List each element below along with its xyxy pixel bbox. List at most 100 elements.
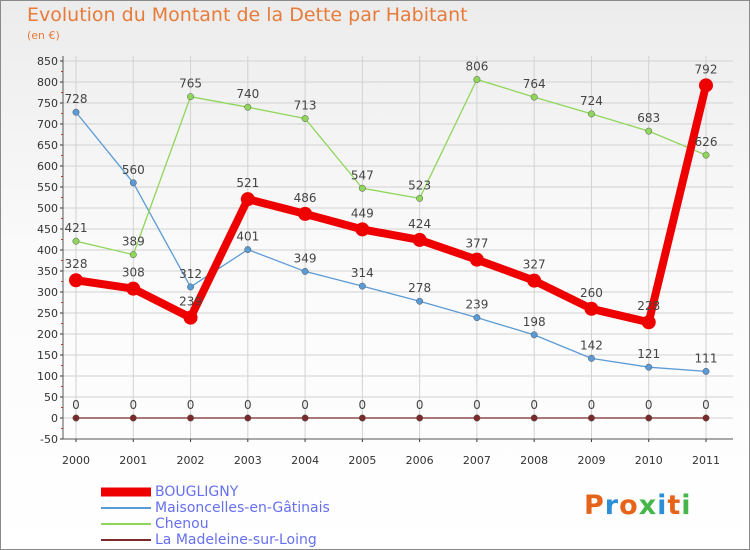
- series-line-maisoncelles-en-gatinais: [75, 111, 707, 373]
- y-tick-label: 300: [37, 286, 58, 299]
- y-tick-label: 550: [37, 181, 58, 194]
- data-label-la-madeleine-sur-loing: 0: [129, 398, 137, 412]
- data-point-la-madeleine-sur-loing: [416, 414, 424, 422]
- data-label-bougligny: 449: [351, 206, 374, 220]
- data-point-chenou: [702, 151, 710, 159]
- x-tick-label: 2005: [348, 454, 376, 467]
- x-tick-label: 2007: [463, 454, 491, 467]
- data-label-maisoncelles-en-gatinais: 401: [236, 230, 259, 244]
- logo-letter: r: [604, 490, 620, 521]
- data-label-la-madeleine-sur-loing: 0: [359, 398, 367, 412]
- series-line-chenou: [75, 78, 707, 256]
- data-point-maisoncelles-en-gatinais: [416, 297, 424, 305]
- data-label-la-madeleine-sur-loing: 0: [473, 398, 481, 412]
- data-point-chenou: [244, 103, 252, 111]
- data-label-bougligny: 521: [236, 176, 259, 190]
- data-label-chenou: 764: [523, 77, 546, 91]
- data-point-bougligny: [240, 192, 255, 207]
- data-point-chenou: [416, 194, 424, 202]
- x-tick-label: 2009: [577, 454, 605, 467]
- x-tick-label: 2011: [692, 454, 720, 467]
- data-label-la-madeleine-sur-loing: 0: [416, 398, 424, 412]
- y-tick-label: 800: [37, 76, 58, 89]
- data-point-chenou: [530, 93, 538, 101]
- legend-swatch: [101, 507, 151, 509]
- y-tick-label: 100: [37, 370, 58, 383]
- data-label-la-madeleine-sur-loing: 0: [530, 398, 538, 412]
- data-label-la-madeleine-sur-loing: 0: [702, 398, 710, 412]
- data-point-la-madeleine-sur-loing: [358, 414, 366, 422]
- data-label-maisoncelles-en-gatinais: 312: [179, 267, 202, 281]
- proxiti-logo: Proxiti: [584, 490, 692, 521]
- data-point-maisoncelles-en-gatinais: [301, 267, 309, 275]
- data-point-maisoncelles-en-gatinais: [244, 246, 252, 254]
- data-point-chenou: [358, 184, 366, 192]
- data-label-maisoncelles-en-gatinais: 278: [408, 281, 431, 295]
- data-point-bougligny: [126, 281, 141, 296]
- data-label-maisoncelles-en-gatinais: 314: [351, 266, 374, 280]
- data-label-chenou: 547: [351, 168, 374, 182]
- x-tick-label: 2002: [177, 454, 205, 467]
- y-tick-label: 200: [37, 328, 58, 341]
- data-label-bougligny: 328: [65, 257, 88, 271]
- y-tick-label: 50: [44, 391, 58, 404]
- legend-label: Chenou: [155, 516, 209, 532]
- data-label-chenou: 523: [408, 178, 431, 192]
- data-point-maisoncelles-en-gatinais: [473, 314, 481, 322]
- data-label-chenou: 713: [294, 99, 317, 113]
- data-label-la-madeleine-sur-loing: 0: [645, 398, 653, 412]
- legend-swatch: [101, 523, 151, 525]
- data-point-bougligny: [69, 273, 83, 288]
- data-point-la-madeleine-sur-loing: [588, 414, 595, 422]
- y-tick-label: 350: [37, 265, 58, 278]
- data-point-maisoncelles-en-gatinais: [702, 367, 710, 375]
- data-point-maisoncelles-en-gatinais: [588, 354, 595, 362]
- x-tick-label: 2006: [406, 454, 434, 467]
- data-point-maisoncelles-en-gatinais: [72, 108, 80, 116]
- series-line-bougligny: [75, 84, 710, 327]
- data-label-chenou: 765: [179, 77, 202, 91]
- data-label-la-madeleine-sur-loing: 0: [187, 398, 195, 412]
- data-point-maisoncelles-en-gatinais: [358, 282, 366, 290]
- logo-letter: o: [619, 490, 639, 521]
- legend-label: BOUGLIGNY: [155, 484, 239, 500]
- data-label-maisoncelles-en-gatinais: 142: [580, 338, 603, 352]
- data-point-maisoncelles-en-gatinais: [129, 179, 137, 187]
- data-label-la-madeleine-sur-loing: 0: [72, 398, 80, 412]
- y-tick-label: 400: [37, 244, 58, 257]
- data-label-maisoncelles-en-gatinais: 560: [122, 163, 145, 177]
- data-point-la-madeleine-sur-loing: [702, 414, 710, 422]
- data-point-maisoncelles-en-gatinais: [530, 331, 538, 339]
- y-tick-label: 700: [37, 118, 58, 131]
- data-label-bougligny: 308: [122, 266, 145, 280]
- y-tick-label: 850: [37, 55, 58, 68]
- data-label-la-madeleine-sur-loing: 0: [301, 398, 309, 412]
- y-tick-label: 650: [37, 139, 58, 152]
- logo-letter: x: [638, 490, 658, 521]
- data-label-maisoncelles-en-gatinais: 239: [465, 298, 488, 312]
- chart-subtitle: (en €): [27, 29, 60, 42]
- data-label-maisoncelles-en-gatinais: 121: [637, 347, 660, 361]
- data-label-maisoncelles-en-gatinais: 728: [65, 92, 88, 106]
- data-label-la-madeleine-sur-loing: 0: [244, 398, 252, 412]
- data-label-bougligny: 228: [637, 299, 660, 313]
- y-tick-label: 450: [37, 223, 58, 236]
- data-point-chenou: [301, 115, 309, 122]
- data-point-la-madeleine-sur-loing: [473, 414, 481, 422]
- logo-letter: t: [667, 490, 682, 521]
- data-point-la-madeleine-sur-loing: [530, 414, 538, 422]
- data-point-la-madeleine-sur-loing: [187, 414, 194, 422]
- data-point-bougligny: [527, 273, 542, 288]
- data-point-chenou: [187, 93, 194, 101]
- logo-letter: i: [681, 490, 692, 521]
- y-tick-label: 500: [37, 202, 58, 215]
- data-point-bougligny: [699, 78, 713, 93]
- y-tick-label: 0: [51, 412, 58, 425]
- data-label-chenou: 724: [580, 94, 603, 108]
- data-label-bougligny: 327: [523, 258, 546, 272]
- x-tick-label: 2003: [234, 454, 262, 467]
- data-point-maisoncelles-en-gatinais: [187, 283, 194, 291]
- legend-label: La Madeleine-sur-Loing: [155, 532, 317, 548]
